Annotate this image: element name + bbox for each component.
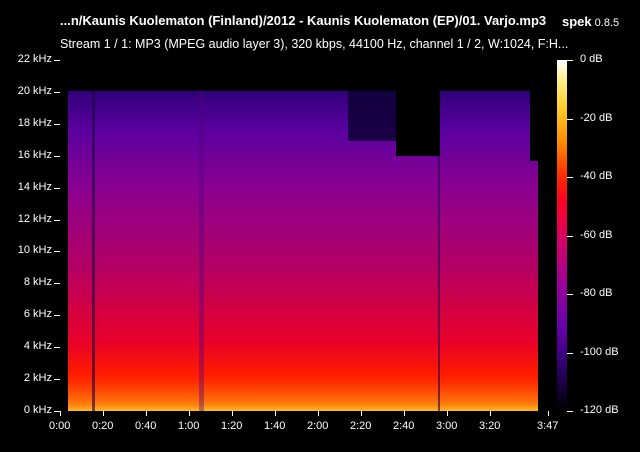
x-tick xyxy=(274,411,276,416)
x-tick xyxy=(317,411,319,416)
y-tick-label: 18 kHz xyxy=(17,116,52,129)
colorbar-tick-label: 0 dB xyxy=(580,53,603,65)
y-tick xyxy=(54,60,60,61)
x-tick xyxy=(360,411,362,416)
x-tick-label: 1:20 xyxy=(220,420,243,432)
y-tick-label: 8 kHz xyxy=(23,276,52,289)
x-tick-label: 2:40 xyxy=(392,420,415,432)
colorbar-tick xyxy=(567,118,573,120)
colorbar-tick-label: -100 dB xyxy=(580,345,619,358)
app-name: spek 0.8.5 xyxy=(562,14,619,29)
x-tick xyxy=(446,411,448,416)
y-tick-label: 0 kHz xyxy=(23,404,52,416)
x-tick-label: 3:20 xyxy=(478,420,501,432)
colorbar-tick xyxy=(567,60,573,61)
y-tick xyxy=(54,219,60,221)
colorbar-tick xyxy=(567,235,573,237)
app-name-label: spek xyxy=(562,14,592,29)
x-tick-label: 2:00 xyxy=(306,420,329,432)
x-tick-label: 3:00 xyxy=(435,420,458,432)
colorbar-tick xyxy=(567,177,573,178)
x-tick xyxy=(231,411,233,416)
x-tick-label: 2:20 xyxy=(349,420,372,432)
y-tick xyxy=(54,347,60,349)
y-tick-label: 12 kHz xyxy=(17,212,52,225)
colorbar xyxy=(557,60,567,411)
y-tick xyxy=(54,155,60,157)
x-tick-label: 0:20 xyxy=(91,420,114,432)
x-tick-label: 0:40 xyxy=(134,420,157,432)
x-tick-label: 3:47 xyxy=(537,420,559,432)
y-tick xyxy=(54,379,60,381)
colorbar-tick-label: -60 dB xyxy=(580,228,613,241)
y-tick-label: 4 kHz xyxy=(23,340,52,353)
spectrogram xyxy=(60,60,548,411)
y-tick xyxy=(54,411,60,412)
y-tick xyxy=(54,315,60,317)
x-tick xyxy=(548,411,549,416)
x-tick xyxy=(489,411,491,416)
colorbar-tick-label: -20 dB xyxy=(580,111,613,124)
x-tick xyxy=(188,411,190,416)
x-tick-label: 1:40 xyxy=(263,420,286,432)
y-tick xyxy=(54,91,60,93)
y-tick-label: 20 kHz xyxy=(17,84,52,97)
x-tick-label: 1:00 xyxy=(177,420,200,432)
x-tick xyxy=(403,411,405,416)
x-tick-label: 0:00 xyxy=(49,420,71,432)
colorbar-tick xyxy=(567,411,573,412)
y-tick-label: 14 kHz xyxy=(17,180,52,193)
y-tick-label: 16 kHz xyxy=(17,148,52,161)
file-title: ...n/Kaunis Kuolematon (Finland)/2012 - … xyxy=(60,13,547,28)
y-tick xyxy=(54,123,60,125)
y-tick xyxy=(54,283,60,285)
x-tick xyxy=(145,411,147,416)
y-tick-label: 22 kHz xyxy=(17,53,52,65)
y-tick-label: 6 kHz xyxy=(23,308,52,321)
colorbar-tick-label: -120 dB xyxy=(580,404,619,416)
x-tick xyxy=(60,411,61,416)
y-tick-label: 10 kHz xyxy=(17,244,52,257)
y-tick xyxy=(54,251,60,253)
x-tick xyxy=(102,411,104,416)
y-tick xyxy=(54,187,60,189)
app-version: 0.8.5 xyxy=(594,17,620,29)
colorbar-tick-label: -80 dB xyxy=(580,287,613,299)
stream-info: Stream 1 / 1: MP3 (MPEG audio layer 3), … xyxy=(60,37,569,51)
y-tick-label: 2 kHz xyxy=(23,372,52,385)
colorbar-tick xyxy=(567,294,573,295)
colorbar-tick xyxy=(567,352,573,354)
colorbar-tick-label: -40 dB xyxy=(580,170,613,182)
